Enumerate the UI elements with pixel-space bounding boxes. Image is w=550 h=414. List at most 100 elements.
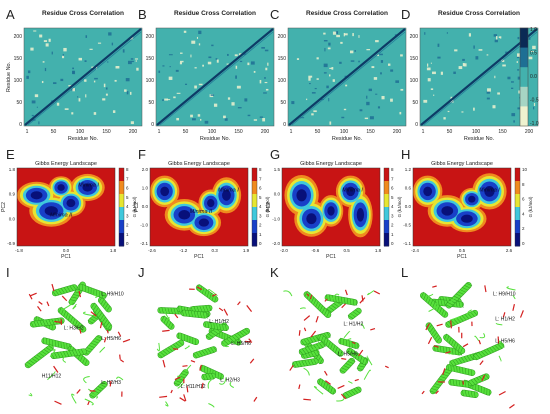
correlation-patch	[162, 99, 164, 101]
helix-stripe	[90, 342, 97, 346]
helix-stripe	[352, 350, 355, 357]
helix-stripe	[210, 347, 215, 353]
correlation-patch	[313, 110, 317, 113]
motion-arrow	[38, 301, 43, 305]
x-axis-label: Residue No.	[68, 136, 99, 142]
colorbar-tick-label: 5	[126, 195, 129, 200]
correlation-patch	[213, 103, 218, 107]
helix-stripe	[351, 341, 353, 348]
colorbar-segment	[119, 207, 124, 221]
helix-stripe	[239, 331, 245, 337]
colorbar-label: G (kJ/mol)	[132, 196, 137, 217]
energy-basin	[346, 186, 356, 197]
helix-stripe	[470, 311, 475, 317]
helix-stripe	[42, 319, 46, 326]
correlation-patch	[39, 34, 43, 38]
loop-strand	[83, 311, 94, 317]
x-tick-label: 0.5	[459, 248, 466, 253]
helix-stripe	[468, 390, 470, 397]
correlation-patch	[103, 83, 106, 88]
helix-stripe	[292, 361, 296, 368]
helix-stripe	[57, 352, 61, 359]
correlation-patch	[105, 93, 108, 96]
helix-stripe	[461, 301, 464, 308]
correlation-patch	[93, 80, 96, 83]
loop-strand	[474, 335, 480, 342]
correlation-patch	[226, 63, 229, 65]
loop-strand	[346, 338, 352, 341]
helix-stripe	[455, 293, 462, 297]
helix-stripe	[468, 368, 470, 376]
x-tick-label: 1.8	[375, 248, 382, 253]
helix-stripe	[449, 378, 452, 386]
helix-stripe	[74, 349, 79, 356]
correlation-patch	[366, 95, 368, 99]
motion-arrow	[46, 301, 50, 307]
correlation-patch	[399, 111, 402, 115]
colorbar-segment	[520, 106, 528, 127]
loop-strand	[62, 356, 67, 363]
helix-stripe	[99, 383, 106, 388]
y-tick-label: -2.1	[140, 241, 148, 246]
correlation-patch	[239, 60, 243, 63]
correlation-patch	[173, 96, 176, 99]
motion-arrow	[357, 349, 364, 357]
helix-stripe	[343, 338, 344, 346]
helix-stripe	[216, 323, 218, 330]
helix-stripe	[77, 349, 82, 356]
helix-stripe	[343, 365, 350, 369]
helix-stripe	[100, 298, 105, 305]
colorbar-tick-label: 2	[522, 226, 525, 231]
helix-stripe	[96, 289, 98, 297]
correlation-patch	[196, 36, 199, 39]
correlation-patch	[440, 71, 443, 75]
energy-basin	[441, 206, 454, 216]
colorbar-segment	[520, 28, 528, 49]
colorbar-segment	[515, 207, 520, 221]
correlation-patch	[259, 79, 262, 84]
helix-stripe	[350, 389, 356, 395]
motion-arrow	[298, 384, 301, 390]
helix-stripe	[213, 346, 218, 352]
correlation-patch	[175, 69, 179, 72]
motion-arrow	[79, 328, 82, 334]
correlation-patch	[437, 56, 441, 59]
helix-stripe	[483, 349, 489, 355]
helix-stripe	[431, 329, 436, 335]
minima-label: Minima II	[190, 209, 213, 215]
motion-arrow	[182, 365, 188, 367]
energy-basin	[66, 199, 76, 208]
correlation-patch	[528, 56, 533, 60]
helix-stripe	[347, 314, 354, 319]
alpha-helix	[221, 327, 251, 347]
motion-arrow	[344, 289, 348, 296]
y-tick-label: 0	[151, 122, 154, 128]
loop-strand	[116, 376, 124, 381]
y-tick-label: -1.1	[403, 241, 411, 246]
loop-strand	[164, 401, 169, 407]
helix-stripe	[313, 358, 317, 365]
helix-stripe	[315, 349, 320, 356]
correlation-patch	[486, 54, 489, 56]
correlation-patch	[511, 87, 514, 89]
helix-stripe	[85, 285, 86, 292]
y-tick-label: 0.0	[274, 192, 281, 197]
helix-stripe	[473, 378, 479, 384]
y-tick-label: 150	[146, 56, 155, 62]
helix-stripe	[54, 352, 58, 359]
correlation-patch	[458, 66, 463, 70]
correlation-patch	[259, 116, 263, 118]
helix-stripe	[298, 349, 304, 355]
correlation-patch	[136, 67, 139, 71]
x-tick-label: 150	[366, 129, 375, 135]
helix-stripe	[77, 322, 80, 329]
colorbar-label: G (kJ/mol)	[528, 196, 533, 217]
helix-stripe	[102, 381, 108, 386]
energy-panel-f: F Gibbs Energy Landscape Minima I Minima II…	[134, 147, 270, 260]
helix-stripe	[475, 353, 481, 359]
correlation-patch	[207, 61, 212, 65]
helix-stripe	[208, 373, 212, 380]
helix-stripe	[80, 348, 85, 355]
helix-stripe	[60, 317, 64, 324]
x-tick-label: 2.6	[506, 248, 513, 253]
